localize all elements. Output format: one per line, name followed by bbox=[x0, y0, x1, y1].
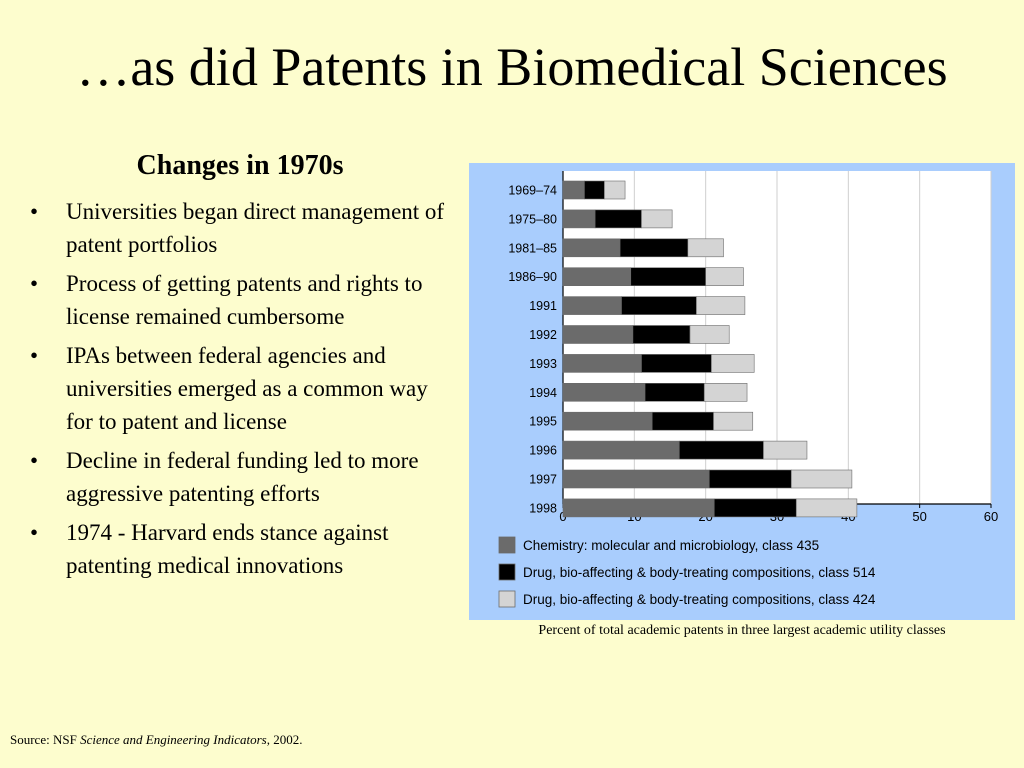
bar-segment bbox=[621, 296, 697, 315]
bullet-marker: • bbox=[30, 199, 39, 224]
bar-segment bbox=[705, 267, 744, 286]
bar-segment bbox=[562, 411, 653, 431]
bar-segment bbox=[711, 354, 755, 373]
bar-segment bbox=[562, 469, 710, 489]
bullet-item: • Process of getting patents and rights t… bbox=[28, 267, 458, 333]
bar-segment bbox=[562, 498, 715, 518]
bullet-text: IPAs between federal agencies and univer… bbox=[66, 343, 428, 434]
bar-segment bbox=[713, 411, 754, 431]
y-category-label: 1992 bbox=[529, 328, 557, 342]
bullet-item: • Universities began direct management of… bbox=[28, 195, 458, 261]
legend-label: Chemistry: molecular and microbiology, c… bbox=[523, 538, 819, 553]
x-tick-label: 60 bbox=[984, 509, 998, 524]
source-note: Source: NSF Science and Engineering Indi… bbox=[10, 732, 302, 748]
bar-segment bbox=[562, 180, 585, 200]
bar-segment bbox=[562, 383, 646, 402]
bullet-text: 1974 - Harvard ends stance against paten… bbox=[66, 520, 389, 578]
bar-segment bbox=[604, 180, 626, 200]
bar-segment bbox=[641, 209, 673, 229]
bar-segment bbox=[584, 180, 605, 200]
legend-swatch bbox=[498, 590, 516, 608]
y-category-label: 1995 bbox=[529, 415, 557, 429]
source-suffix: , 2002. bbox=[266, 732, 303, 747]
bar-segment bbox=[562, 296, 622, 315]
bar-segment bbox=[689, 325, 730, 344]
bar-segment bbox=[708, 469, 792, 489]
x-tick-label: 50 bbox=[912, 509, 926, 524]
bar-segment bbox=[562, 440, 680, 460]
bar-segment bbox=[632, 325, 691, 344]
y-category-label: 1993 bbox=[529, 357, 557, 371]
bar-segment bbox=[630, 267, 706, 286]
legend-swatch bbox=[498, 563, 516, 581]
bullet-marker: • bbox=[30, 271, 39, 296]
bar-segment bbox=[795, 498, 858, 518]
bar-segment bbox=[713, 498, 797, 518]
bullet-text: Decline in federal funding led to more a… bbox=[66, 448, 419, 506]
legend-label: Drug, bio-affecting & body-treating comp… bbox=[523, 592, 876, 607]
bullet-marker: • bbox=[30, 343, 39, 368]
bullet-marker: • bbox=[30, 520, 39, 545]
bullet-list: • Universities began direct management of… bbox=[28, 195, 458, 588]
bar-segment bbox=[562, 325, 634, 344]
stacked-bar-chart: 01020304050601969–741975–801981–851986–9… bbox=[498, 171, 998, 608]
bar-segment bbox=[703, 383, 748, 402]
bar-segment bbox=[562, 354, 642, 373]
bar-segment bbox=[644, 383, 705, 402]
y-category-label: 1997 bbox=[529, 473, 557, 487]
bullet-item: • Decline in federal funding led to more … bbox=[28, 444, 458, 510]
bar-segment bbox=[594, 209, 642, 229]
bullet-text: Process of getting patents and rights to… bbox=[66, 271, 423, 329]
bar-segment bbox=[678, 440, 764, 460]
bar-segment bbox=[651, 411, 714, 431]
slide-title: …as did Patents in Biomedical Sciences bbox=[76, 37, 948, 97]
source-prefix: Source: NSF bbox=[10, 732, 81, 747]
bar-segment bbox=[562, 209, 596, 229]
y-category-label: 1991 bbox=[529, 299, 557, 313]
section-heading: Changes in 1970s bbox=[136, 150, 344, 181]
chart-caption: Percent of total academic patents in thr… bbox=[538, 623, 946, 638]
bar-segment bbox=[790, 469, 853, 489]
bullet-marker: • bbox=[30, 448, 39, 473]
chart-panel: 01020304050601969–741975–801981–851986–9… bbox=[469, 163, 1015, 620]
source-publication: Science and Engineering Indicators bbox=[80, 732, 267, 747]
bullet-item: • IPAs between federal agencies and unive… bbox=[28, 339, 458, 438]
legend-swatch bbox=[498, 536, 516, 554]
y-category-label: 1986–90 bbox=[508, 270, 557, 284]
y-category-label: 1998 bbox=[529, 501, 557, 515]
bar-segment bbox=[562, 267, 632, 286]
bar-segment bbox=[562, 238, 621, 258]
y-category-label: 1981–85 bbox=[508, 241, 557, 255]
bar-segment bbox=[696, 296, 746, 315]
bar-segment bbox=[619, 238, 689, 258]
bullet-item: • 1974 - Harvard ends stance against pate… bbox=[28, 516, 458, 582]
legend-label: Drug, bio-affecting & body-treating comp… bbox=[523, 565, 876, 580]
y-category-label: 1996 bbox=[529, 444, 557, 458]
y-category-label: 1994 bbox=[529, 386, 557, 400]
bar-segment bbox=[763, 440, 808, 460]
y-category-label: 1975–80 bbox=[508, 212, 557, 226]
bar-segment bbox=[687, 238, 724, 258]
bar-segment bbox=[641, 354, 712, 373]
bullet-text: Universities began direct management of … bbox=[66, 199, 445, 257]
y-category-label: 1969–74 bbox=[508, 184, 557, 198]
